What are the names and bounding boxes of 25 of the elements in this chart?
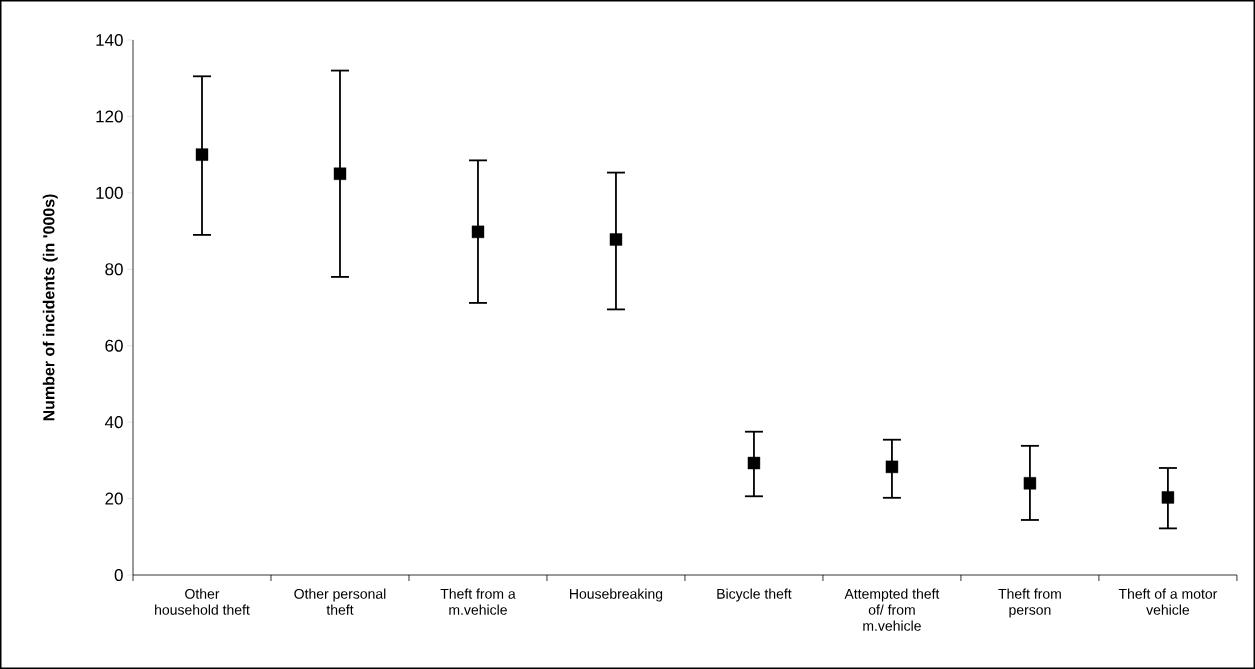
x-tick-label: Theft from a m.vehicle (440, 588, 516, 615)
x-tick-label: Theft of a motor vehicle (1118, 588, 1218, 615)
x-tick-label: Theft from person (998, 588, 1061, 618)
point (195, 148, 209, 161)
point (471, 225, 485, 239)
x-tick-label: Bicycle theft (717, 588, 792, 602)
x-tick-label: Housebreaking (570, 588, 663, 602)
y-tick-label: 40 (104, 416, 123, 429)
y-tick-label: 100 (96, 186, 123, 199)
y-tick-label: 120 (96, 110, 123, 123)
y-axis-title: Number of incidents (in '000s) (42, 194, 58, 421)
y-tick-label: 20 (105, 492, 123, 505)
point (1161, 491, 1175, 504)
point (885, 460, 899, 474)
x-tick-label: Attempted theft of/ from m.vehicle (844, 588, 940, 631)
point (747, 456, 761, 470)
point (1023, 477, 1037, 490)
y-tick-label: 140 (96, 33, 123, 47)
x-tick-label: Other personal theft (294, 588, 386, 615)
point (609, 233, 623, 246)
y-tick-label: 60 (105, 339, 123, 352)
x-tick-label: Other household theft (155, 588, 250, 615)
y-tick-label: 0 (114, 568, 123, 582)
point (333, 167, 347, 180)
y-tick-label: 80 (105, 263, 123, 276)
